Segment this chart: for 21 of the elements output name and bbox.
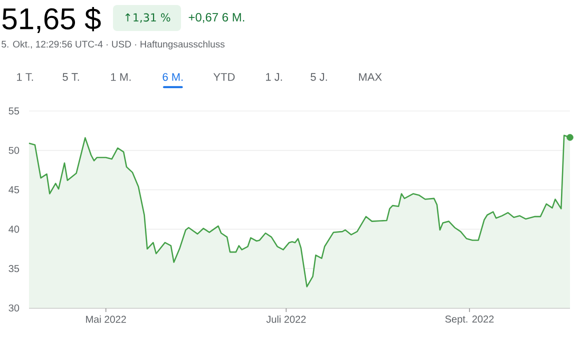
y-tick-label: 50	[8, 146, 20, 154]
text: +0,67 6 M.	[188, 13, 244, 23]
chart-subtitle: 5. Okt., 12:29:56 UTC-4 · USD · Haftungsausschluss	[2, 40, 225, 50]
text: 1 T.	[17, 73, 33, 81]
y-tick-label: 40	[8, 226, 20, 233]
y-tick-label: 45	[8, 186, 20, 194]
y-tick-label: 30	[8, 304, 20, 312]
text: ↑1,31 %	[125, 13, 170, 23]
chart-title: 51,65 $	[2, 6, 101, 34]
x-tick-label: Juli 2022	[266, 316, 306, 323]
text: 1 M.	[111, 73, 131, 81]
text: 6 M.	[162, 73, 183, 81]
y-tick-label: 55	[8, 108, 20, 114]
text: MAX	[359, 73, 382, 81]
x-tick-label: Mai 2022	[86, 316, 126, 323]
y-tick-label: 35	[8, 265, 20, 272]
text: 1 J.	[266, 73, 282, 81]
x-tick-label: Sept. 2022	[445, 316, 494, 325]
text: 5 J.	[310, 73, 327, 81]
text: YTD	[213, 73, 235, 81]
text: 5 T.	[62, 73, 79, 81]
